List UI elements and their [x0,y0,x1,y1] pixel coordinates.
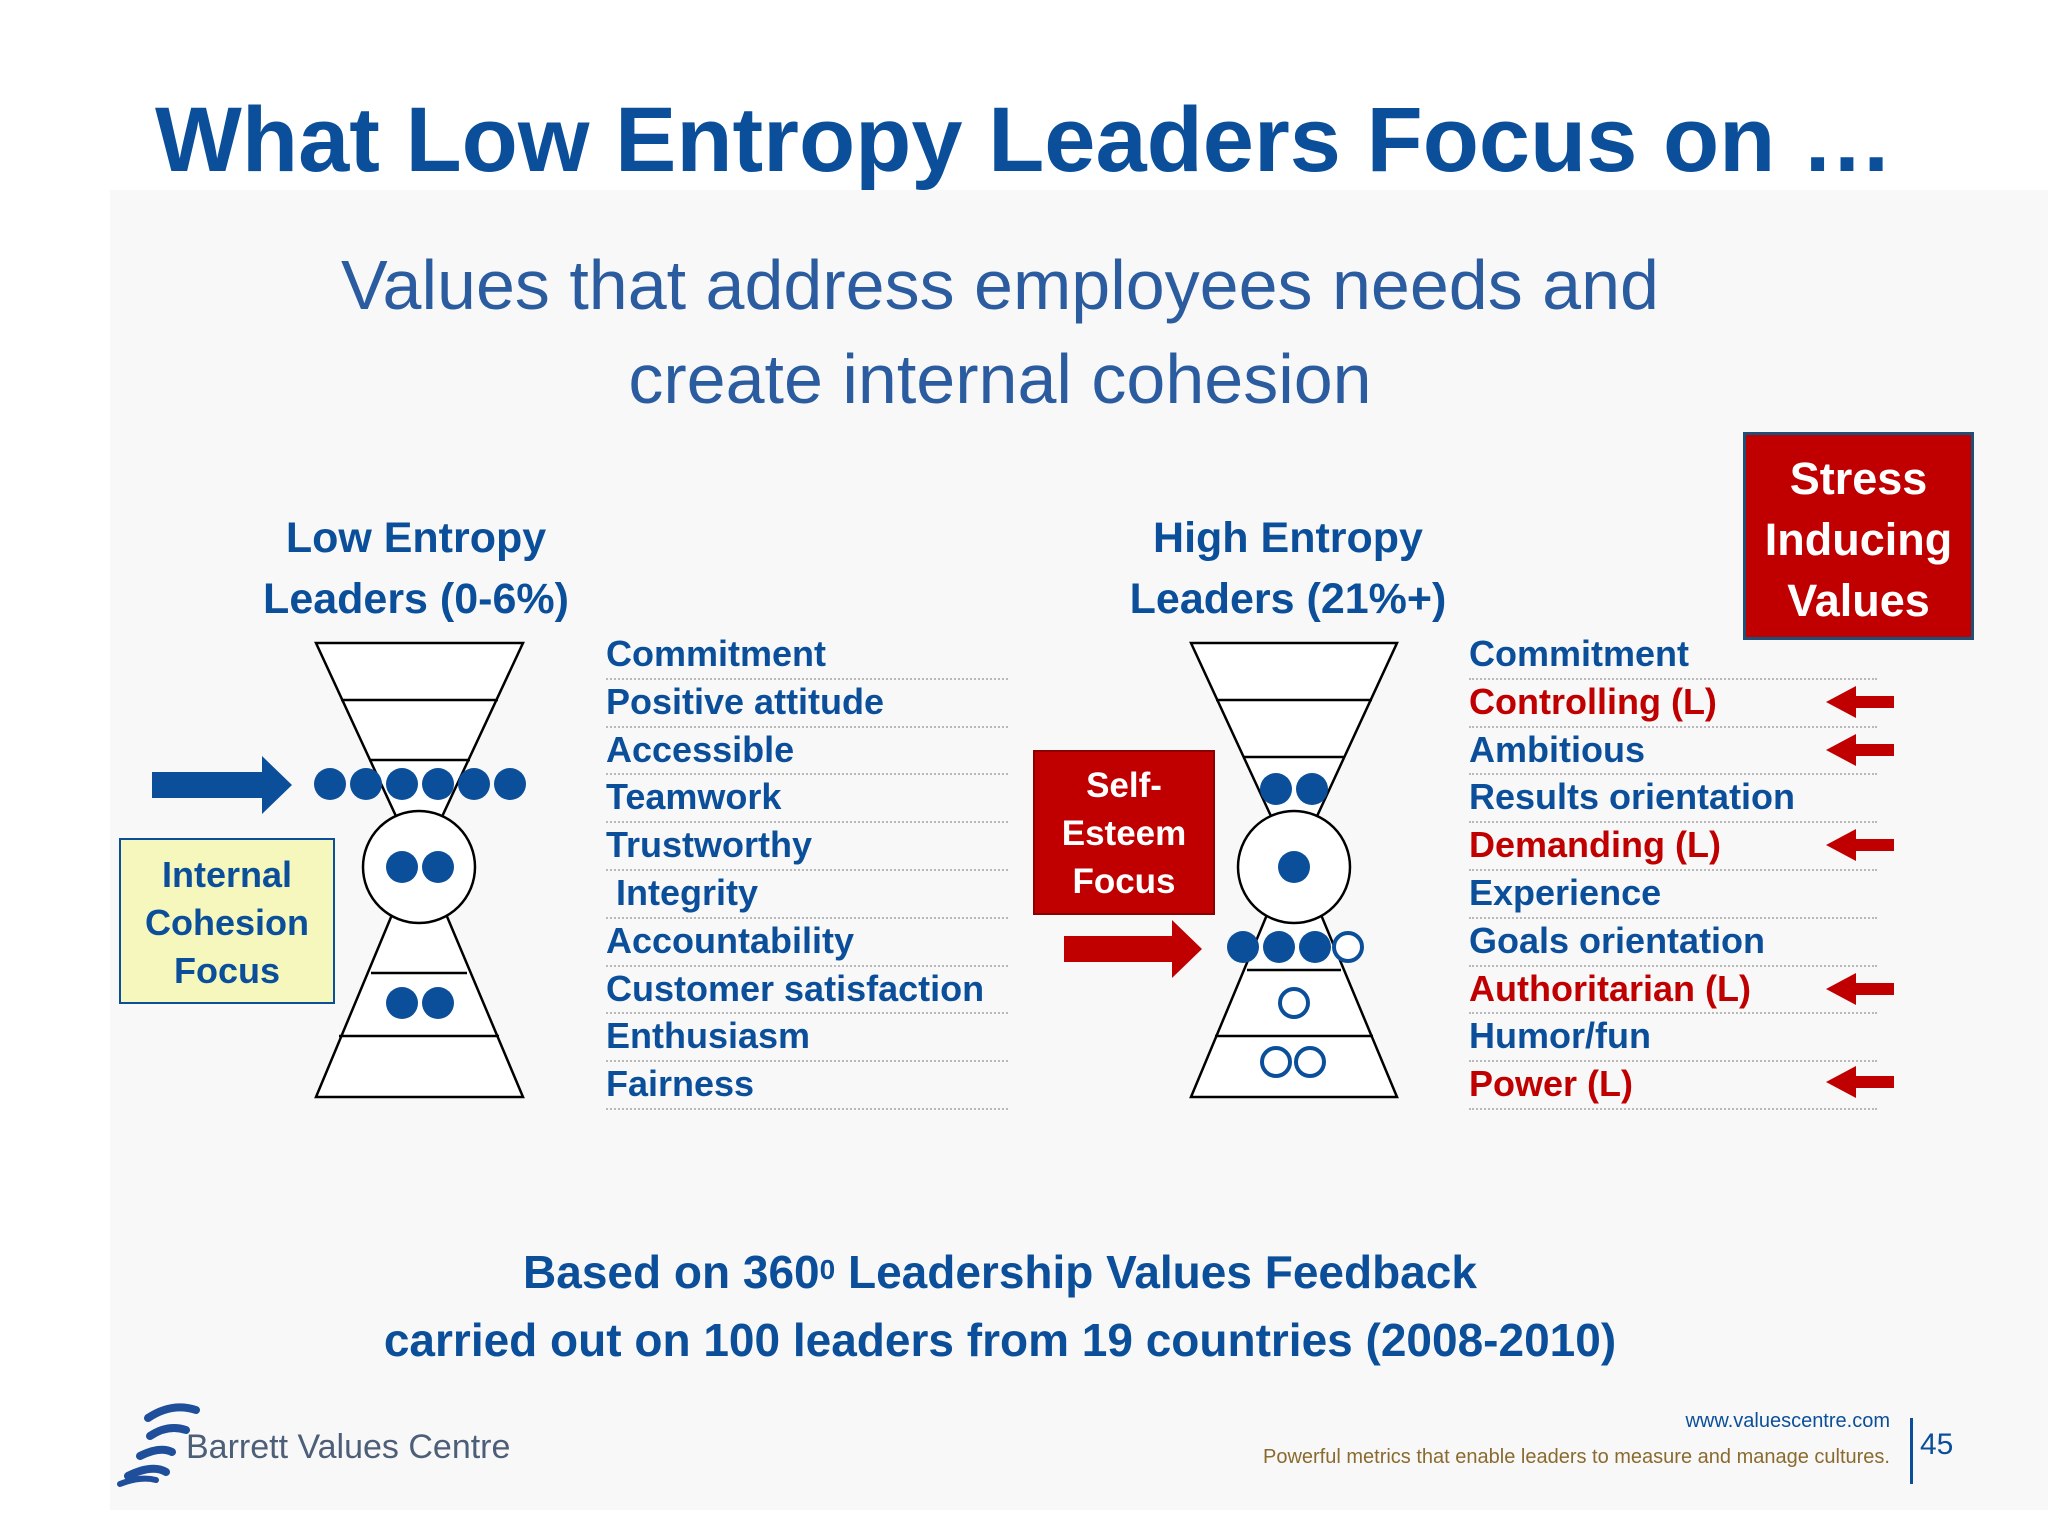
value-item: Commitment [1469,632,1877,680]
low-entropy-heading-line-2: Leaders (0-6%) [263,575,569,623]
subtitle-line-2: create internal cohesion [628,340,1372,418]
box-line: Focus [1072,862,1176,901]
low-entropy-dots [314,768,526,1019]
internal-cohesion-focus-box: Internal Cohesion Focus [119,838,335,1004]
page-number-divider [1910,1418,1913,1484]
value-item: Teamwork [606,775,1008,824]
stress-inducing-values-box: Stress Inducing Values [1743,432,1974,640]
logo-text: Barrett Values Centre [186,1428,511,1466]
box-line: Cohesion [144,902,309,943]
page-number: 45 [1920,1428,1954,1461]
box-line: Stress [1789,453,1928,504]
value-item: Trustworthy [606,823,1008,871]
box-line: Self- [1086,766,1162,805]
high-entropy-heading: High Entropy Leaders (21%+) [1098,508,1478,630]
stress-arrows [1826,686,1894,1098]
slide-subtitle: Values that address employees needs and … [0,238,2000,426]
value-item: Humor/fun [1469,1014,1877,1063]
high-entropy-heading-line-1: High Entropy [1153,514,1423,562]
hourglass-center-circle [361,809,477,925]
box-line: Values [1787,575,1930,626]
slide-title: What Low Entropy Leaders Focus on … [155,89,1893,191]
source-note: Based on 3600 Leadership Values Feedback… [0,1238,2000,1374]
high-entropy-hourglass [1189,641,1399,1099]
self-esteem-focus-box: Self- Esteem Focus [1033,750,1215,915]
value-item: Goals orientation [1469,919,1877,967]
source-note-text: Leadership Values Feedback [835,1246,1477,1298]
value-item: Experience [1469,871,1877,919]
box-line: Esteem [1061,814,1187,853]
degree-superscript: 0 [819,1254,836,1285]
value-item: Commitment [606,632,1008,680]
value-item: Accountability [606,919,1008,967]
low-entropy-values-list: Commitment Positive attitude Accessible … [606,632,1008,1110]
stress-value-item: Controlling (L) [1469,680,1877,728]
low-entropy-heading: Low Entropy Leaders (0-6%) [236,508,596,630]
stress-arrow-power [1826,1066,1894,1098]
box-line: Focus [173,950,280,991]
source-note-line-1: Based on 3600 Leadership Values Feedback [0,1238,2000,1306]
high-entropy-heading-line-2: Leaders (21%+) [1129,575,1447,623]
internal-cohesion-arrow [152,756,292,814]
value-item: Fairness [606,1062,1008,1110]
stress-arrow-controlling [1826,686,1894,718]
stress-value-item: Power (L) [1469,1062,1877,1110]
value-item: Enthusiasm [606,1014,1008,1063]
self-esteem-arrow [1064,920,1202,978]
value-item: Ambitious [1469,728,1877,776]
box-line: Inducing [1764,514,1953,565]
website-url[interactable]: www.valuescentre.com [1685,1410,1890,1432]
stress-value-item: Authoritarian (L) [1469,967,1877,1015]
value-item: Results orientation [1469,775,1877,824]
source-note-text: Based on 360 [523,1246,820,1298]
value-item: Positive attitude [606,680,1008,728]
stress-arrow-demanding [1826,829,1894,861]
subtitle-line-1: Values that address employees needs and [341,246,1659,324]
value-item: Accessible [606,728,1008,776]
stress-arrow-authoritarian [1826,973,1894,1005]
stress-arrow-ambitious [1826,734,1894,766]
value-item: Integrity [606,871,1008,919]
value-item: Customer satisfaction [606,967,1008,1015]
stress-value-item: Demanding (L) [1469,823,1877,871]
low-entropy-hourglass [314,641,525,1099]
tagline: Powerful metrics that enable leaders to … [1262,1446,1890,1468]
low-entropy-heading-line-1: Low Entropy [285,514,547,562]
source-note-line-2: carried out on 100 leaders from 19 count… [383,1314,1617,1366]
high-entropy-values-list: Commitment Controlling (L) Ambitious Res… [1469,632,1877,1110]
barrett-logo-mark [117,1403,200,1487]
box-line: Internal [161,854,293,895]
high-entropy-dots [1227,773,1364,1078]
